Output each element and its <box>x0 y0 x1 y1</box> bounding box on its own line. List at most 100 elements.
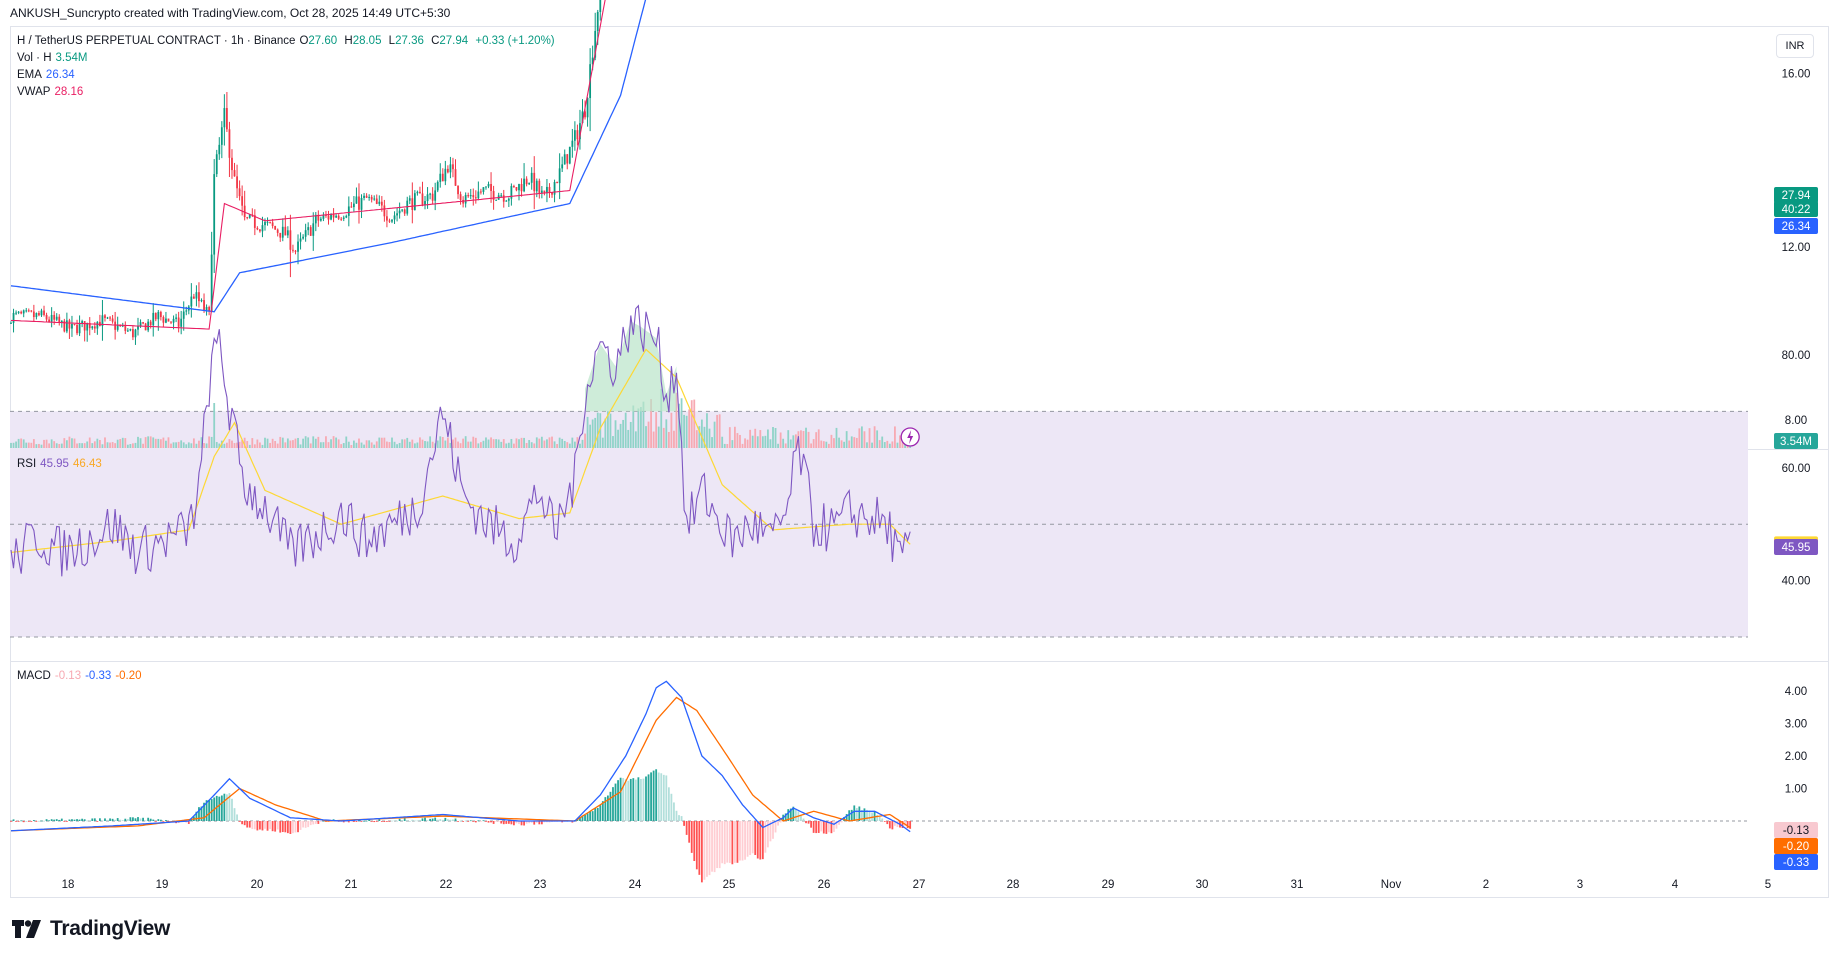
macd-histogram-bar <box>78 819 81 821</box>
ema-legend[interactable]: EMA 26.34 <box>17 67 79 83</box>
volume-bar <box>398 442 401 448</box>
macd-histogram-bar <box>861 810 863 821</box>
macd-histogram-bar <box>721 821 724 864</box>
volume-bar <box>342 443 345 448</box>
symbol-label[interactable]: H / TetherUS PERPETUAL CONTRACT · 1h · B… <box>17 35 296 47</box>
volume-bar <box>289 440 292 448</box>
volume-bar <box>787 430 790 448</box>
volume-bar <box>431 441 434 448</box>
volume-bar <box>231 440 233 448</box>
candle-body <box>312 223 315 236</box>
volume-legend[interactable]: Vol · H 3.54M <box>17 50 91 66</box>
volume-bar <box>396 444 398 448</box>
volume-bar <box>878 440 881 448</box>
macd-histogram-bar <box>876 814 879 821</box>
macd-histogram-bar <box>238 821 241 822</box>
volume-bar <box>640 406 642 448</box>
volume-bar <box>162 437 165 448</box>
candle-body <box>15 312 17 314</box>
volume-bar <box>419 437 421 448</box>
volume-bar <box>863 431 866 448</box>
macd-histogram-bar <box>469 820 472 822</box>
candle-body <box>317 214 320 221</box>
candle-body <box>490 184 492 191</box>
macd-line-value: -0.33 <box>85 670 112 682</box>
chart-credit: ANKUSH_Suncrypto created with TradingVie… <box>10 6 451 20</box>
candle-body <box>45 314 48 320</box>
macd-histogram-bar <box>883 821 886 822</box>
volume-bar <box>134 442 137 448</box>
macd-axis-tick-label: 2.00 <box>1785 751 1807 763</box>
volume-bar <box>617 429 619 448</box>
candle-body <box>358 196 360 210</box>
candle-body <box>60 320 63 323</box>
volume-bar <box>619 423 622 448</box>
macd-histogram-bar <box>840 821 843 823</box>
macd-histogram-bar <box>817 821 820 833</box>
candle-body <box>485 186 487 188</box>
volume-bar <box>322 442 325 448</box>
candle-body <box>223 108 226 128</box>
currency-button[interactable]: INR <box>1776 34 1814 58</box>
volume-bar <box>546 439 548 448</box>
volume-bar <box>170 443 172 448</box>
volume-bar <box>594 417 597 448</box>
volume-bar <box>309 443 312 448</box>
rsi-legend[interactable]: RSI 45.95 46.43 <box>17 456 106 472</box>
candle-body <box>401 209 404 211</box>
volume-bar <box>243 437 246 448</box>
macd-legend[interactable]: MACD -0.13 -0.33 -0.20 <box>17 668 146 684</box>
volume-bar <box>200 437 203 448</box>
candle-body <box>368 196 371 198</box>
candle-body <box>185 310 188 312</box>
macd-histogram-bar <box>678 815 680 821</box>
candle-body <box>363 195 365 198</box>
volume-bar <box>30 442 33 448</box>
volume-bar <box>690 400 693 448</box>
x-axis-tick-label: Nov <box>1381 879 1402 891</box>
volume-bar <box>647 421 650 448</box>
ema-price-tag-text: 26.34 <box>1782 221 1811 233</box>
candle-body <box>253 215 256 228</box>
candle-body <box>378 201 381 204</box>
macd-histogram-bar <box>30 821 33 822</box>
macd-histogram-bar <box>276 821 279 830</box>
macd-histogram-bar <box>528 821 531 824</box>
macd-histogram-bar <box>822 821 825 834</box>
volume-bar <box>462 438 465 448</box>
tradingview-logo[interactable]: TradingView <box>12 917 170 941</box>
rsi-value: 45.95 <box>40 458 69 470</box>
macd-histogram-bar <box>114 819 117 821</box>
macd-histogram-bar <box>76 819 78 821</box>
macd-histogram-bar <box>426 820 429 822</box>
volume-bar <box>855 437 858 448</box>
volume-bar <box>261 444 264 448</box>
macd-histogram-bar <box>690 821 693 853</box>
macd-histogram-bar <box>485 821 487 822</box>
volume-bar <box>802 431 805 448</box>
candle-body <box>535 180 538 192</box>
volume-bar <box>728 427 731 448</box>
volume-bar <box>119 439 122 448</box>
candle-body <box>449 164 452 173</box>
macd-histogram-bar <box>342 821 345 823</box>
macd-histogram-bar <box>121 820 124 821</box>
candle-body <box>434 190 437 201</box>
macd-histogram-bar <box>279 821 282 833</box>
candle-body <box>177 317 180 327</box>
macd-histogram-bar <box>624 779 627 821</box>
candle-body <box>162 317 165 323</box>
volume-bar <box>106 442 109 448</box>
volume-price-tag-text: 3.54M <box>1780 436 1812 448</box>
volume-bar <box>513 443 515 448</box>
bar-countdown-tag-text: 40:22 <box>1782 204 1811 216</box>
candle-body <box>215 154 218 175</box>
candle-body <box>576 130 579 140</box>
volume-bar <box>347 441 350 448</box>
vwap-legend[interactable]: VWAP 28.16 <box>17 84 87 100</box>
macd-histogram-bar <box>472 821 475 822</box>
macd-histogram-bar <box>253 821 256 830</box>
volume-bar <box>888 443 891 448</box>
rsi-axis-tick-label: 40.00 <box>1782 576 1811 588</box>
